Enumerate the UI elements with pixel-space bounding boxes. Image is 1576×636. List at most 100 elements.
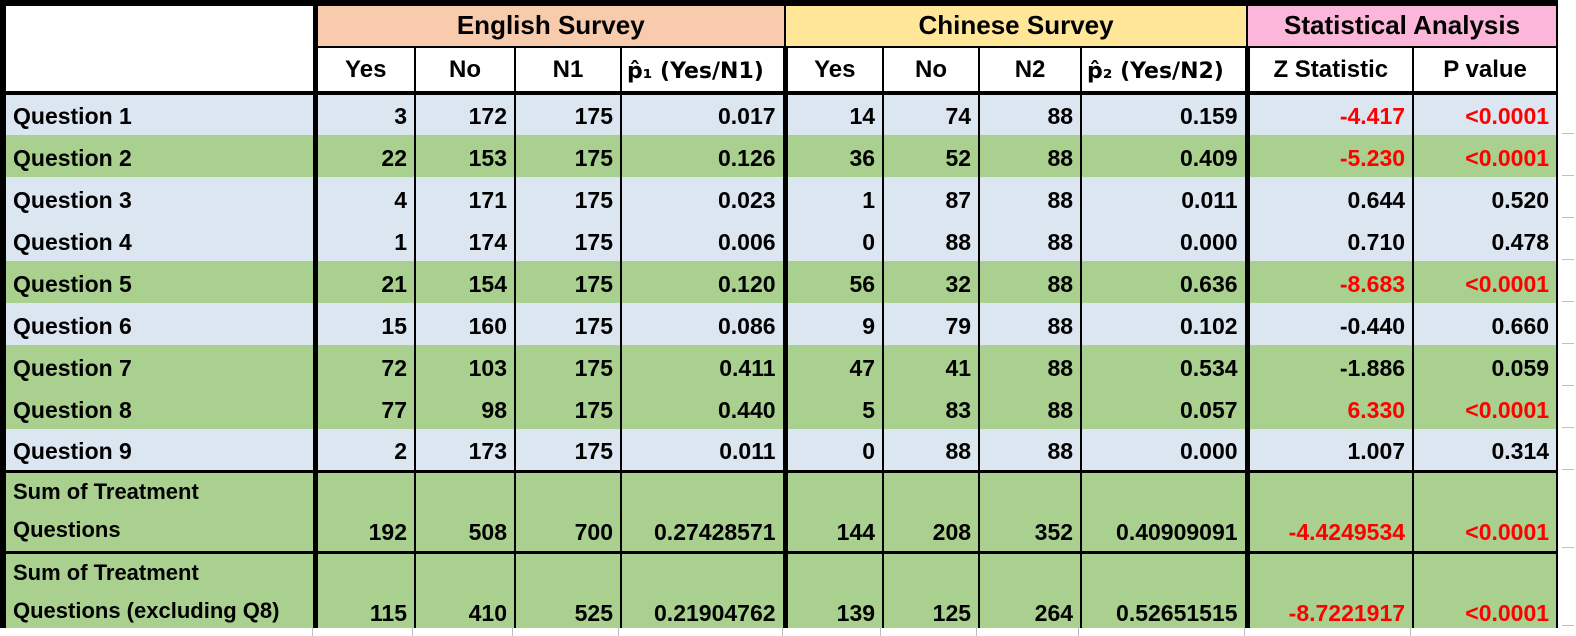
data-cell[interactable]: -0.440 (1246, 303, 1415, 345)
data-cell[interactable]: 175 (514, 93, 622, 135)
data-cell[interactable]: 88 (978, 303, 1083, 345)
data-cell[interactable]: 0.478 (1412, 219, 1563, 261)
data-cell[interactable]: 0.27428571 (619, 469, 788, 554)
data-cell[interactable]: 22 (314, 135, 416, 177)
data-cell[interactable]: 0.636 (1080, 261, 1250, 303)
data-cell[interactable]: <0.0001 (1412, 469, 1563, 554)
data-cell[interactable]: 3 (314, 93, 416, 135)
data-cell[interactable]: <0.0001 (1412, 135, 1563, 177)
data-cell[interactable]: 0.440 (619, 387, 788, 429)
row-label[interactable]: Question 7 (0, 345, 318, 387)
data-cell[interactable]: 88 (978, 429, 1083, 471)
data-cell[interactable]: 0.660 (1412, 303, 1563, 345)
row-label[interactable]: Question 5 (0, 261, 318, 303)
col-header-n2[interactable]: N2 (978, 46, 1083, 95)
data-cell[interactable]: 0.520 (1412, 177, 1563, 219)
data-cell[interactable]: 88 (978, 177, 1083, 219)
data-cell[interactable]: 15 (314, 303, 416, 345)
data-cell[interactable]: 171 (414, 177, 516, 219)
data-cell[interactable]: 175 (514, 429, 622, 471)
data-cell[interactable]: 88 (978, 345, 1083, 387)
col-header-z-statistic[interactable]: Z Statistic (1246, 46, 1415, 95)
data-cell[interactable]: -5.230 (1246, 135, 1415, 177)
data-cell[interactable]: 139 (784, 550, 885, 636)
data-cell[interactable]: 0.017 (619, 93, 788, 135)
data-cell[interactable]: <0.0001 (1412, 93, 1563, 135)
data-cell[interactable]: 98 (414, 387, 516, 429)
data-cell[interactable]: 74 (882, 93, 981, 135)
col-header-p1-hat[interactable]: p̂₁ (Yes/N1) (619, 46, 788, 95)
data-cell[interactable]: 410 (414, 550, 516, 636)
data-cell[interactable]: 41 (882, 345, 981, 387)
data-cell[interactable]: 103 (414, 345, 516, 387)
data-cell[interactable]: 72 (314, 345, 416, 387)
data-cell[interactable]: 0.411 (619, 345, 788, 387)
data-cell[interactable]: 0.102 (1080, 303, 1250, 345)
col-header-yes-cn[interactable]: Yes (784, 46, 885, 95)
data-cell[interactable]: 0.710 (1246, 219, 1415, 261)
data-cell[interactable]: 88 (978, 261, 1083, 303)
data-cell[interactable]: 0 (784, 219, 885, 261)
data-cell[interactable]: 125 (882, 550, 981, 636)
data-cell[interactable]: 88 (978, 135, 1083, 177)
data-cell[interactable]: -8.7221917 (1246, 550, 1415, 636)
data-cell[interactable]: 175 (514, 177, 622, 219)
data-cell[interactable]: 88 (978, 219, 1083, 261)
data-cell[interactable]: 83 (882, 387, 981, 429)
group-header-english-survey[interactable]: English Survey (313, 0, 787, 48)
data-cell[interactable]: 5 (784, 387, 885, 429)
data-cell[interactable]: 0.159 (1080, 93, 1250, 135)
row-label[interactable]: Question 6 (0, 303, 318, 345)
data-cell[interactable]: <0.0001 (1412, 261, 1563, 303)
data-cell[interactable]: 0.011 (619, 429, 788, 471)
group-header-statistical-analysis[interactable]: Statistical Analysis (1246, 0, 1563, 48)
col-header-no-en[interactable]: No (414, 46, 516, 95)
data-cell[interactable]: <0.0001 (1412, 550, 1563, 636)
data-cell[interactable]: 175 (514, 387, 622, 429)
data-cell[interactable]: 0.000 (1080, 429, 1250, 471)
col-header-p-value[interactable]: P value (1412, 46, 1563, 95)
data-cell[interactable]: 175 (514, 303, 622, 345)
row-label[interactable]: Question 3 (0, 177, 318, 219)
data-cell[interactable]: 700 (514, 469, 622, 554)
data-cell[interactable]: 0.314 (1412, 429, 1563, 471)
data-cell[interactable]: 0.534 (1080, 345, 1250, 387)
data-cell[interactable]: 0.21904762 (619, 550, 788, 636)
data-cell[interactable]: 0.059 (1412, 345, 1563, 387)
data-cell[interactable]: 172 (414, 93, 516, 135)
data-cell[interactable]: 6.330 (1246, 387, 1415, 429)
data-cell[interactable]: 173 (414, 429, 516, 471)
data-cell[interactable]: 0.40909091 (1080, 469, 1250, 554)
row-label[interactable]: Question 2 (0, 135, 318, 177)
data-cell[interactable]: 0.023 (619, 177, 788, 219)
row-label[interactable]: Sum of Treatment Questions (excluding Q8… (0, 550, 318, 636)
data-cell[interactable]: 0.644 (1246, 177, 1415, 219)
data-cell[interactable]: 0.000 (1080, 219, 1250, 261)
data-cell[interactable]: 0.120 (619, 261, 788, 303)
col-header-yes-en[interactable]: Yes (314, 46, 416, 95)
data-cell[interactable]: 0 (784, 429, 885, 471)
data-cell[interactable]: 88 (978, 93, 1083, 135)
data-cell[interactable]: 77 (314, 387, 416, 429)
col-header-p2-hat[interactable]: p̂₂ (Yes/N2) (1080, 46, 1250, 95)
data-cell[interactable]: 525 (514, 550, 622, 636)
data-cell[interactable]: 1.007 (1246, 429, 1415, 471)
data-cell[interactable]: 88 (978, 387, 1083, 429)
data-cell[interactable]: 87 (882, 177, 981, 219)
data-cell[interactable]: 115 (314, 550, 416, 636)
data-cell[interactable]: -1.886 (1246, 345, 1415, 387)
data-cell[interactable]: 1 (784, 177, 885, 219)
data-cell[interactable]: 0.52651515 (1080, 550, 1250, 636)
row-label[interactable]: Question 1 (0, 93, 318, 135)
data-cell[interactable]: 14 (784, 93, 885, 135)
data-cell[interactable]: 192 (314, 469, 416, 554)
data-cell[interactable]: 174 (414, 219, 516, 261)
data-cell[interactable]: 2 (314, 429, 416, 471)
data-cell[interactable]: 4 (314, 177, 416, 219)
corner-cell[interactable] (0, 0, 318, 95)
data-cell[interactable]: 208 (882, 469, 981, 554)
data-cell[interactable]: 175 (514, 261, 622, 303)
data-cell[interactable]: -4.417 (1246, 93, 1415, 135)
data-cell[interactable]: 175 (514, 219, 622, 261)
data-cell[interactable]: 154 (414, 261, 516, 303)
